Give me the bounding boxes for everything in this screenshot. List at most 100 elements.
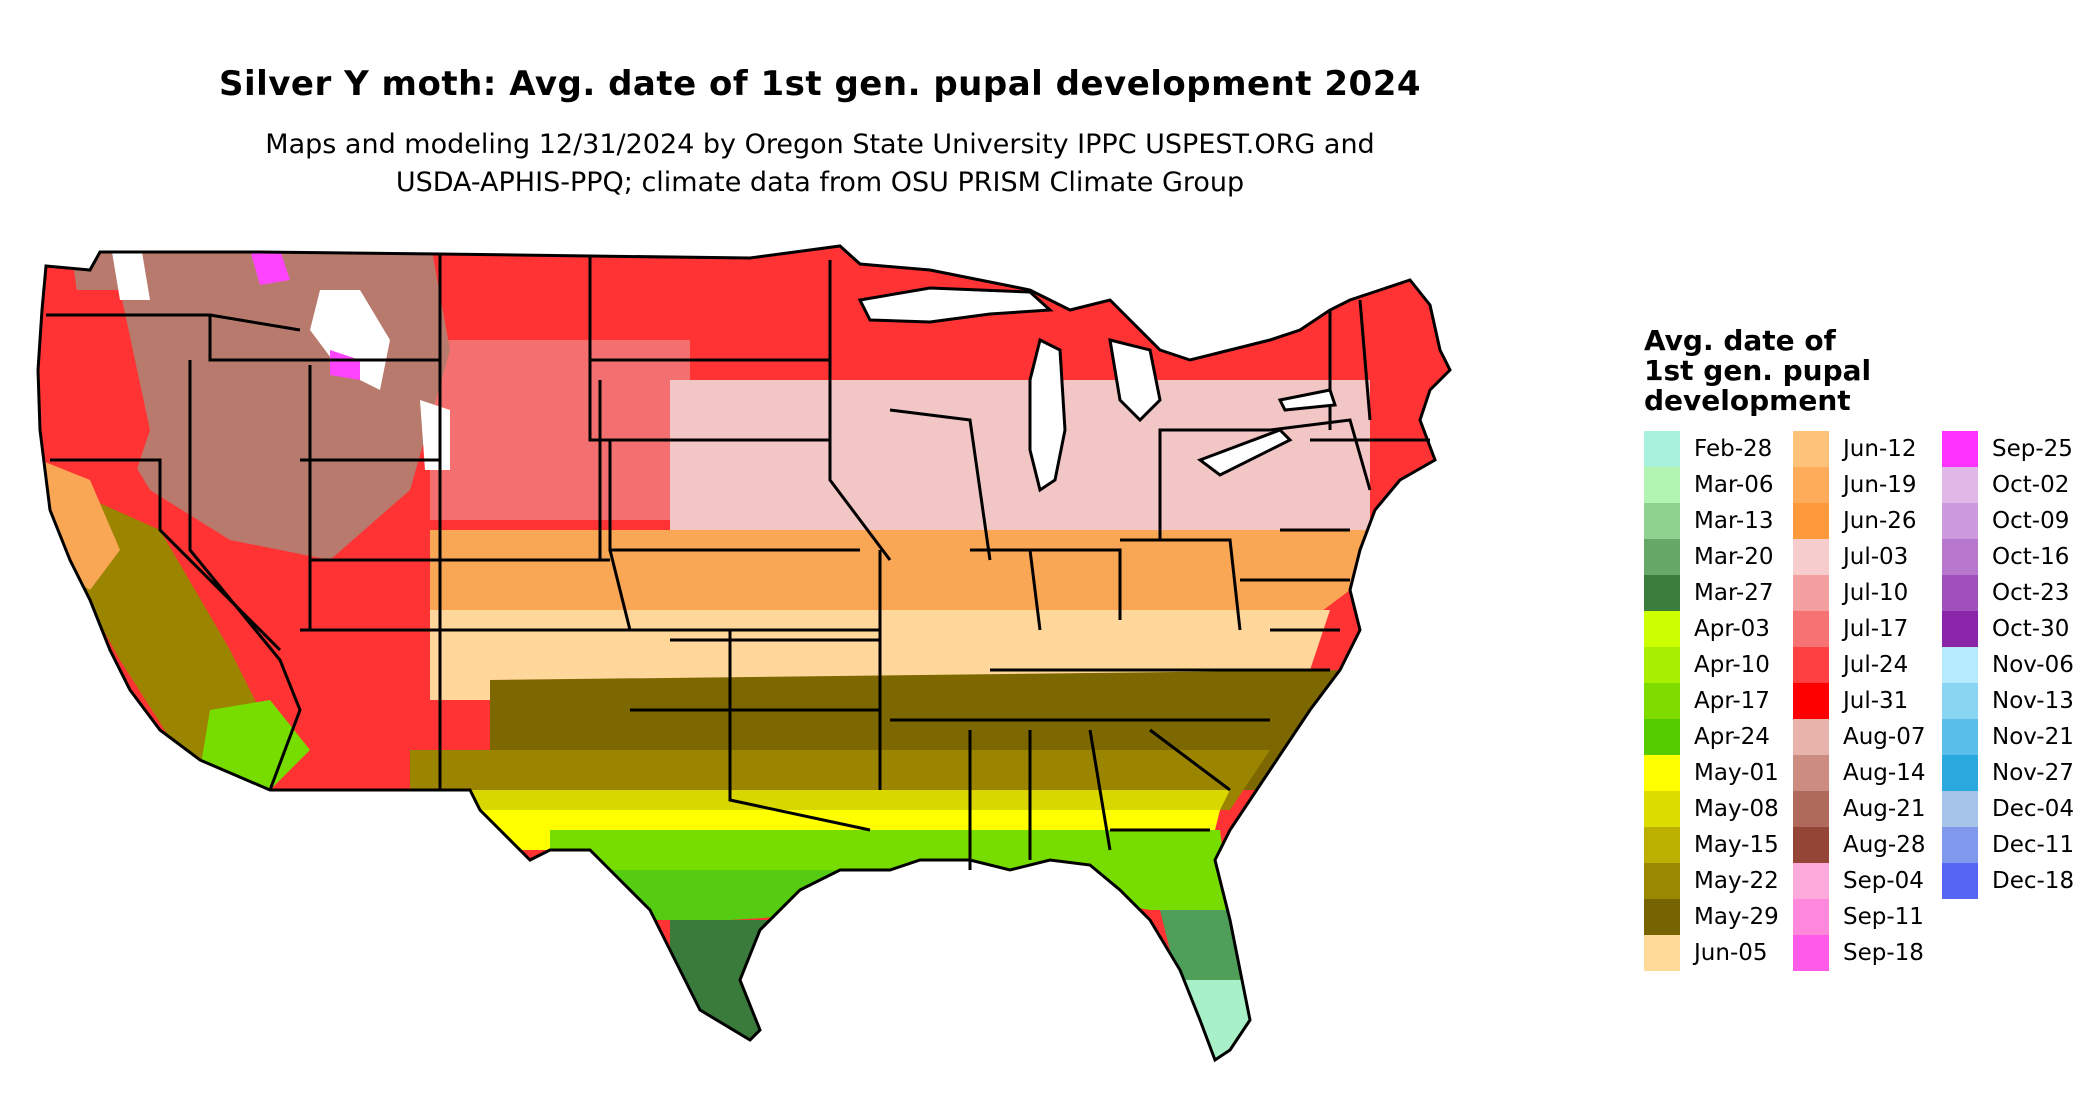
legend-swatch (1793, 503, 1829, 539)
legend-label: Dec-04 (1992, 796, 2075, 822)
great-lakes (857, 286, 1338, 493)
legend-label: Jul-24 (1843, 652, 1909, 678)
legend-swatch (1793, 575, 1829, 611)
snow-zone (420, 400, 450, 470)
legend-title: Avg. date of 1st gen. pupal development (1644, 326, 1871, 416)
legend-label: Sep-11 (1843, 904, 1924, 930)
legend-label: Jun-19 (1843, 472, 1917, 498)
state-border (1120, 538, 1242, 631)
legend-swatch (1644, 503, 1680, 539)
legend-swatch (1942, 755, 1978, 791)
legend-label: Sep-25 (1992, 436, 2073, 462)
legend-swatch (1644, 431, 1680, 467)
state-border (50, 458, 282, 652)
legend-swatch (1942, 467, 1978, 503)
state-border (188, 360, 302, 791)
legend-swatch (1644, 863, 1680, 899)
legend-label: Feb-28 (1694, 436, 1773, 462)
midwest-orange-zone (430, 530, 1370, 620)
legend-title-line: development (1644, 384, 1851, 417)
legend-swatch (1644, 611, 1680, 647)
legend-swatch (1942, 575, 1978, 611)
legend-swatch (1793, 611, 1829, 647)
legend-label: Mar-06 (1694, 472, 1774, 498)
legend-label: Sep-04 (1843, 868, 1924, 894)
legend-swatch (1644, 467, 1680, 503)
legend-label: Oct-30 (1992, 616, 2070, 642)
legend-swatch (1644, 683, 1680, 719)
legend-label: Dec-18 (1992, 868, 2075, 894)
legend-swatch (1942, 647, 1978, 683)
legend-label: Apr-17 (1694, 688, 1770, 714)
map-title: Silver Y moth: Avg. date of 1st gen. pup… (218, 64, 1422, 104)
legend-label: Nov-21 (1992, 724, 2074, 750)
legend-label: Jul-31 (1843, 688, 1909, 714)
legend-swatch (1644, 899, 1680, 935)
legend-swatch (1644, 935, 1680, 971)
california-olive-zone (70, 490, 280, 770)
state-border (1149, 728, 1231, 792)
state-border (588, 360, 830, 442)
legend-swatch (1942, 827, 1978, 863)
legend-swatch (1942, 791, 1978, 827)
legend-swatch (1942, 683, 1978, 719)
snow-zone (310, 290, 390, 390)
pink-zone (330, 350, 360, 380)
legend-swatch (1793, 827, 1829, 863)
legend-swatch (1793, 539, 1829, 575)
state-border (300, 458, 442, 560)
legend-label: Mar-27 (1694, 580, 1774, 606)
lake-ontario (1277, 388, 1338, 412)
state-border (46, 313, 442, 460)
legend-swatch (1644, 575, 1680, 611)
legend-label: Apr-03 (1694, 616, 1770, 642)
state-border (1158, 428, 1270, 540)
snow-zone (110, 246, 150, 300)
legend-swatch (1793, 647, 1829, 683)
southwest-green-zone (200, 700, 310, 790)
legend-label: Aug-07 (1843, 724, 1926, 750)
legend-label: Sep-18 (1843, 940, 1924, 966)
legend-label: Nov-13 (1992, 688, 2074, 714)
legend-label: Jul-10 (1843, 580, 1909, 606)
state-borders (36, 244, 1452, 1062)
legend-swatch (1942, 863, 1978, 899)
legend-swatch (1942, 431, 1978, 467)
legend-label: May-29 (1694, 904, 1779, 930)
legend-label: Jun-12 (1843, 436, 1917, 462)
lake-erie (1196, 428, 1293, 477)
legend-label: Jun-26 (1843, 508, 1917, 534)
west-red-zone (38, 290, 150, 490)
state-border (1269, 418, 1372, 491)
legend-label: Nov-27 (1992, 760, 2074, 786)
legend-swatch (1793, 719, 1829, 755)
lake-huron (1108, 337, 1162, 423)
legend-label: Mar-20 (1694, 544, 1774, 570)
legend-label: May-22 (1694, 868, 1779, 894)
north-pale-zone (670, 380, 1370, 540)
legend-swatch (1793, 755, 1829, 791)
state-border (608, 549, 880, 632)
legend-label: Aug-21 (1843, 796, 1926, 822)
legend-swatch (1644, 647, 1680, 683)
legend-swatch (1644, 539, 1680, 575)
legend-label: Jul-17 (1843, 616, 1909, 642)
legend-swatch (1793, 431, 1829, 467)
legend-label: Jun-05 (1694, 940, 1768, 966)
legend-label: Aug-28 (1843, 832, 1926, 858)
legend-label: Oct-16 (1992, 544, 2070, 570)
legend-swatch (1644, 719, 1680, 755)
state-border (1030, 548, 1122, 620)
legend-swatch (1793, 935, 1829, 971)
legend-label: Oct-23 (1992, 580, 2070, 606)
legend-label: Oct-09 (1992, 508, 2070, 534)
legend-label: May-08 (1694, 796, 1779, 822)
lake-superior (857, 286, 1054, 324)
state-border (728, 710, 871, 832)
state-border (209, 313, 301, 332)
legend-swatch (1942, 539, 1978, 575)
state-border (1358, 299, 1372, 421)
legend-label: Apr-24 (1694, 724, 1770, 750)
map-subtitle: Maps and modeling 12/31/2024 by Oregon S… (0, 126, 1640, 202)
legend-swatch (1793, 683, 1829, 719)
